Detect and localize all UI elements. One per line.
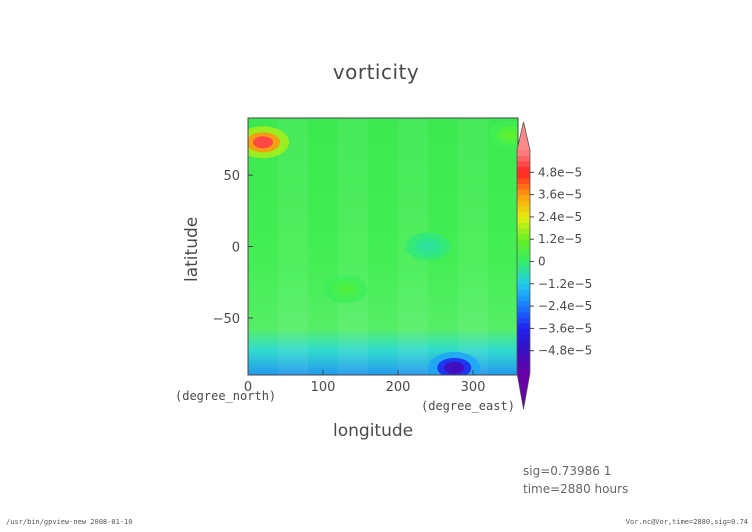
colorbar-segment	[517, 317, 530, 324]
y-tick-label: 50	[223, 169, 240, 184]
vorticity-feature-peak	[338, 285, 353, 294]
colorbar-segment	[517, 283, 530, 290]
colorbar-segment	[517, 261, 530, 268]
colorbar-segment	[517, 172, 530, 179]
colorbar-segment	[517, 239, 530, 246]
colorbar-segment	[517, 294, 530, 302]
colorbar-segment	[517, 228, 530, 235]
colorbar-segment	[517, 311, 530, 318]
colorbar-tick-label: −3.6e−5	[538, 321, 592, 335]
x-tick-label: 100	[311, 380, 336, 395]
colorbar-outline	[516, 121, 531, 410]
vorticity-feature-peak	[503, 131, 518, 140]
colorbar-segment	[517, 177, 530, 184]
y-axis-unit: (degree_north)	[175, 389, 277, 403]
colorbar-segment	[517, 278, 530, 285]
colorbar-segment	[517, 267, 530, 274]
colorbar-tick-label: 2.4e−5	[538, 210, 582, 224]
colorbar-segment	[517, 255, 530, 262]
colorbar-segment	[517, 244, 530, 251]
colorbar-segment	[517, 350, 530, 357]
vorticity-feature-peak	[253, 136, 273, 149]
colorbar-segment	[517, 194, 530, 201]
x-axis-unit: (degree_east)	[421, 399, 515, 413]
colorbar-segment	[517, 205, 530, 212]
colorbar-segment	[517, 250, 530, 257]
colorbar-tick-label: −2.4e−5	[538, 299, 592, 313]
heatmap-area	[248, 118, 518, 375]
colorbar-segment	[517, 272, 530, 279]
colorbar-extend-bottom	[517, 373, 530, 409]
y-axis-label: latitude	[182, 216, 202, 282]
colorbar-tick-label: −4.8e−5	[538, 344, 592, 358]
sig-annotation: sig=0.73986 1	[523, 464, 612, 478]
colorbar-segment	[517, 150, 530, 157]
heatmap-band	[458, 118, 488, 375]
colorbar-segment	[517, 367, 530, 374]
time-annotation: time=2880 hours	[523, 482, 629, 496]
colorbar-tick-label: 0	[538, 255, 546, 269]
colorbar-tick-label: −1.2e−5	[538, 277, 592, 291]
y-tick-label: −50	[213, 312, 240, 327]
x-tick-label: 200	[386, 380, 411, 395]
chart-title: vorticity	[332, 60, 420, 84]
heatmap-band	[338, 118, 368, 375]
footer-right: Vor.nc@Vor,time=2880,sig=0.74	[625, 518, 748, 526]
colorbar-segment	[517, 183, 530, 190]
x-tick-label: 300	[461, 380, 486, 395]
colorbar-segment	[517, 155, 530, 162]
colorbar-segment	[517, 306, 530, 313]
colorbar-segment	[517, 322, 530, 329]
colorbar-tick-label: 4.8e−5	[538, 165, 582, 179]
colorbar-segment	[517, 166, 530, 173]
colorbar-extend-top	[517, 122, 530, 150]
colorbar: 4.8e−5 3.6e−5 2.4e−5 1.2e−5 0 −1.2e−5 −2.4e−5 −…	[516, 121, 592, 410]
colorbar-segment	[517, 300, 530, 307]
colorbar-segment	[517, 361, 530, 368]
heatmap-band	[278, 118, 308, 375]
colorbar-segment	[517, 161, 530, 168]
colorbar-segment	[517, 211, 530, 218]
colorbar-segment	[517, 356, 530, 363]
footer-left: /usr/bin/gpview-new 2008-01-10	[6, 518, 133, 526]
vorticity-feature-peak	[444, 361, 465, 374]
colorbar-segment	[517, 222, 530, 229]
y-tick-label: 0	[232, 241, 240, 256]
vorticity-feature-peak	[421, 242, 435, 251]
colorbar-segment	[517, 333, 530, 341]
x-tick-label: 0	[244, 380, 252, 395]
colorbar-segment	[517, 345, 530, 352]
colorbar-segment	[517, 328, 530, 335]
heatmap-background	[248, 118, 518, 375]
colorbar-segment	[517, 339, 530, 346]
colorbar-tick-label: 1.2e−5	[538, 232, 582, 246]
colorbar-segment	[517, 189, 530, 196]
colorbar-segment	[517, 200, 530, 207]
colorbar-tick-label: 3.6e−5	[538, 188, 582, 202]
colorbar-segment	[517, 216, 530, 223]
colorbar-segment	[517, 289, 530, 296]
colorbar-segment	[517, 233, 530, 240]
x-axis-label: longitude	[333, 421, 414, 441]
